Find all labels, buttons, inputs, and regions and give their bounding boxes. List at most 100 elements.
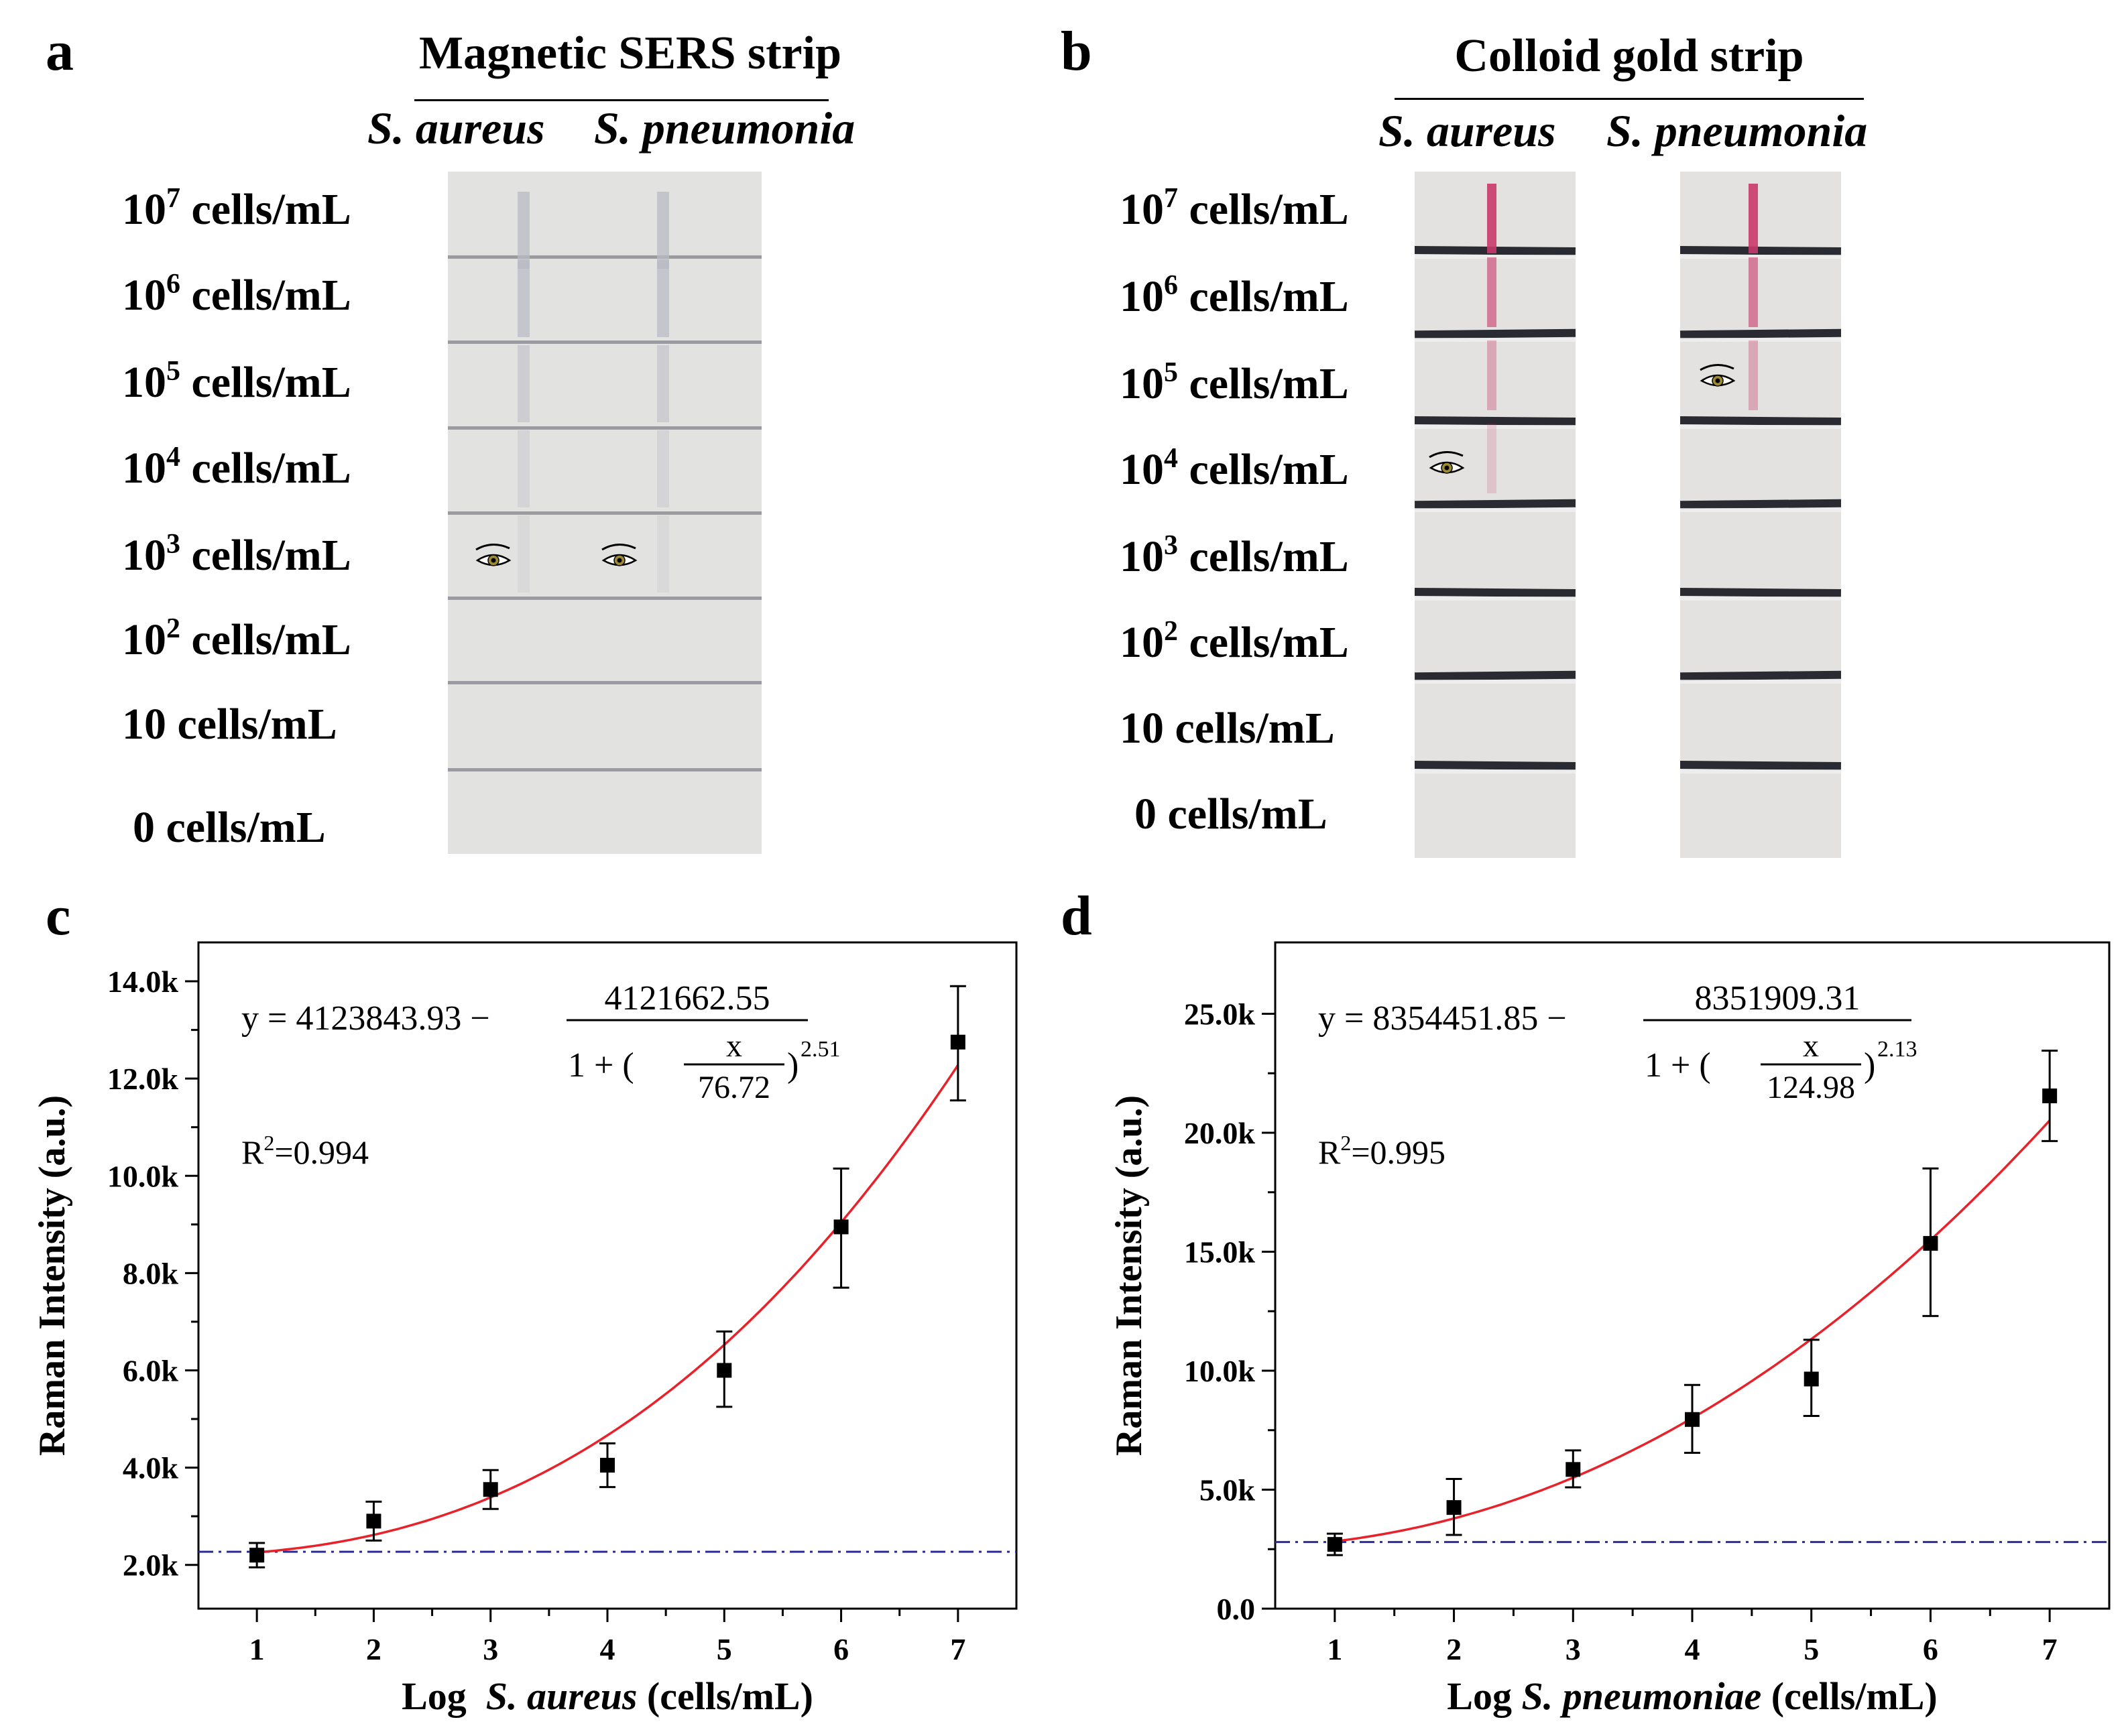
plot-frame: [197, 941, 1018, 1610]
strip-divider-edge: [1680, 425, 1841, 429]
panel-label-c: c: [46, 885, 71, 947]
r-squared: R2=0.995: [1318, 1131, 1445, 1171]
y-tick-label: 2.0k: [123, 1548, 179, 1583]
equation-denominator-prefix: 1 + (: [1645, 1046, 1711, 1084]
conc-unit: cells/mL: [180, 531, 351, 580]
test-line-pneumonia: [657, 430, 669, 507]
x-axis-label-species: S. aureus: [486, 1674, 638, 1718]
x-tick-label: 5: [717, 1632, 732, 1666]
y-tick-label: 14.0k: [107, 965, 179, 999]
conc-label-a-1e2: 102 cells/mL: [122, 613, 351, 666]
conc-unit: cells/mL: [180, 444, 351, 493]
x-axis-label: Log S. pneumoniae (cells/mL): [1447, 1674, 1937, 1718]
x-tick-label: 3: [1566, 1632, 1581, 1666]
gold-test-line: [1487, 340, 1496, 410]
r-squared: R2=0.994: [241, 1131, 369, 1171]
y-axis-label: Raman Intensity (a.u.): [32, 1095, 73, 1456]
conc-exp: 6: [166, 269, 180, 300]
eye-icon: [475, 544, 512, 566]
conc-label-a-1e7: 107 cells/mL: [122, 183, 351, 235]
conc-unit: cells/mL: [1178, 185, 1349, 234]
y-tick-label: 10.0k: [1184, 1354, 1256, 1388]
strip-divider: [448, 340, 762, 344]
x-axis-label-suffix: (cells/mL): [637, 1674, 813, 1718]
gold-test-line: [1487, 184, 1496, 253]
conc-base: 10: [1120, 704, 1164, 753]
equation-numerator: 8351909.31: [1695, 979, 1861, 1017]
conc-unit: cells/mL: [1157, 790, 1327, 839]
gold-strip-pneumonia-drawing: [1680, 184, 1841, 773]
conc-unit: cells/mL: [166, 700, 337, 749]
conc-unit: cells/mL: [180, 358, 351, 407]
equation-denominator-suffix: ): [1864, 1046, 1875, 1084]
x-tick-label: 2: [366, 1632, 381, 1666]
test-line-pneumonia: [657, 192, 669, 269]
strip-divider: [448, 681, 762, 684]
data-point: [1327, 1537, 1342, 1552]
y-tick-label: 6.0k: [123, 1353, 179, 1387]
y-tick-label: 5.0k: [1199, 1473, 1256, 1507]
data-point: [1566, 1462, 1581, 1477]
conc-label-b-0: 0 cells/mL: [1134, 788, 1327, 840]
panel-label-d: d: [1061, 885, 1092, 947]
y-tick-label: 4.0k: [123, 1451, 179, 1485]
strip-divider-edge: [1415, 769, 1576, 773]
strip-divider: [1680, 328, 1841, 339]
strip-divider-edge: [1415, 680, 1576, 684]
conc-base: 0: [133, 803, 155, 852]
conc-base: 10: [1120, 618, 1164, 667]
conc-base: 10: [122, 185, 166, 234]
y-tick-label: 0.0: [1217, 1592, 1256, 1626]
conc-unit: cells/mL: [1178, 532, 1349, 581]
strip-divider-edge: [1415, 338, 1576, 342]
gold-strip-aureus-test-lines: [1487, 184, 1496, 493]
conc-label-b-1e5: 105 cells/mL: [1120, 357, 1349, 410]
sers-strip-drawing: [448, 192, 762, 771]
strip-divider: [1415, 499, 1576, 509]
y-tick-label: 25.0k: [1184, 997, 1256, 1032]
panel-label-a: a: [46, 20, 74, 82]
strip-divider: [448, 511, 762, 515]
data-point: [1923, 1236, 1938, 1251]
x-tick-label: 3: [483, 1632, 498, 1666]
conc-unit: cells/mL: [1178, 445, 1349, 494]
r-squared-exponent: 2: [263, 1131, 274, 1155]
x-tick-label: 4: [600, 1632, 615, 1666]
data-point: [366, 1513, 381, 1529]
x-axis-label: Log S. aureus (cells/mL): [402, 1674, 813, 1718]
strip-divider: [1680, 670, 1841, 681]
equation-inner-x0: 124.98: [1767, 1070, 1855, 1105]
strip-divider-edge: [1415, 255, 1576, 259]
conc-base: 10: [122, 700, 166, 749]
x-tick-label: 6: [1923, 1632, 1938, 1666]
strip-divider: [448, 597, 762, 600]
x-tick-label: 6: [833, 1632, 849, 1666]
data-point: [833, 1219, 849, 1235]
conc-base: 10: [122, 271, 166, 320]
data-point: [1804, 1371, 1819, 1387]
conc-exp: 2: [166, 613, 180, 644]
strip-divider: [448, 255, 762, 259]
r-squared-prefix: R: [241, 1133, 264, 1171]
conc-label-a-1e6: 106 cells/mL: [122, 269, 351, 321]
conc-unit: cells/mL: [180, 185, 351, 234]
x-tick-label: 4: [1685, 1632, 1700, 1666]
conc-label-a-1e4: 104 cells/mL: [122, 442, 351, 494]
equation-inner-x: x: [1803, 1028, 1819, 1064]
gold-strip-pneumonia-test-lines: [1749, 184, 1758, 410]
strip-divider-edge: [1680, 338, 1841, 342]
equation-denominator-prefix: 1 + (: [568, 1046, 634, 1084]
conc-label-a-1e5: 105 cells/mL: [122, 356, 351, 408]
test-line-aureus: [518, 430, 530, 507]
equation-exponent: 2.51: [801, 1037, 841, 1062]
x-axis-label-prefix: Log: [1447, 1674, 1521, 1718]
conc-base: 10: [1120, 532, 1164, 581]
conc-label-a-0: 0 cells/mL: [133, 802, 326, 853]
equation-inner-x0: 76.72: [698, 1070, 770, 1105]
sers-strip-photo: [448, 172, 762, 854]
x-tick-label: 7: [2042, 1632, 2058, 1666]
data-point: [1446, 1500, 1462, 1515]
sers-strip-dividers: [448, 255, 762, 771]
strip-divider-edge: [1680, 255, 1841, 259]
y-tick-label: 12.0k: [107, 1062, 179, 1096]
